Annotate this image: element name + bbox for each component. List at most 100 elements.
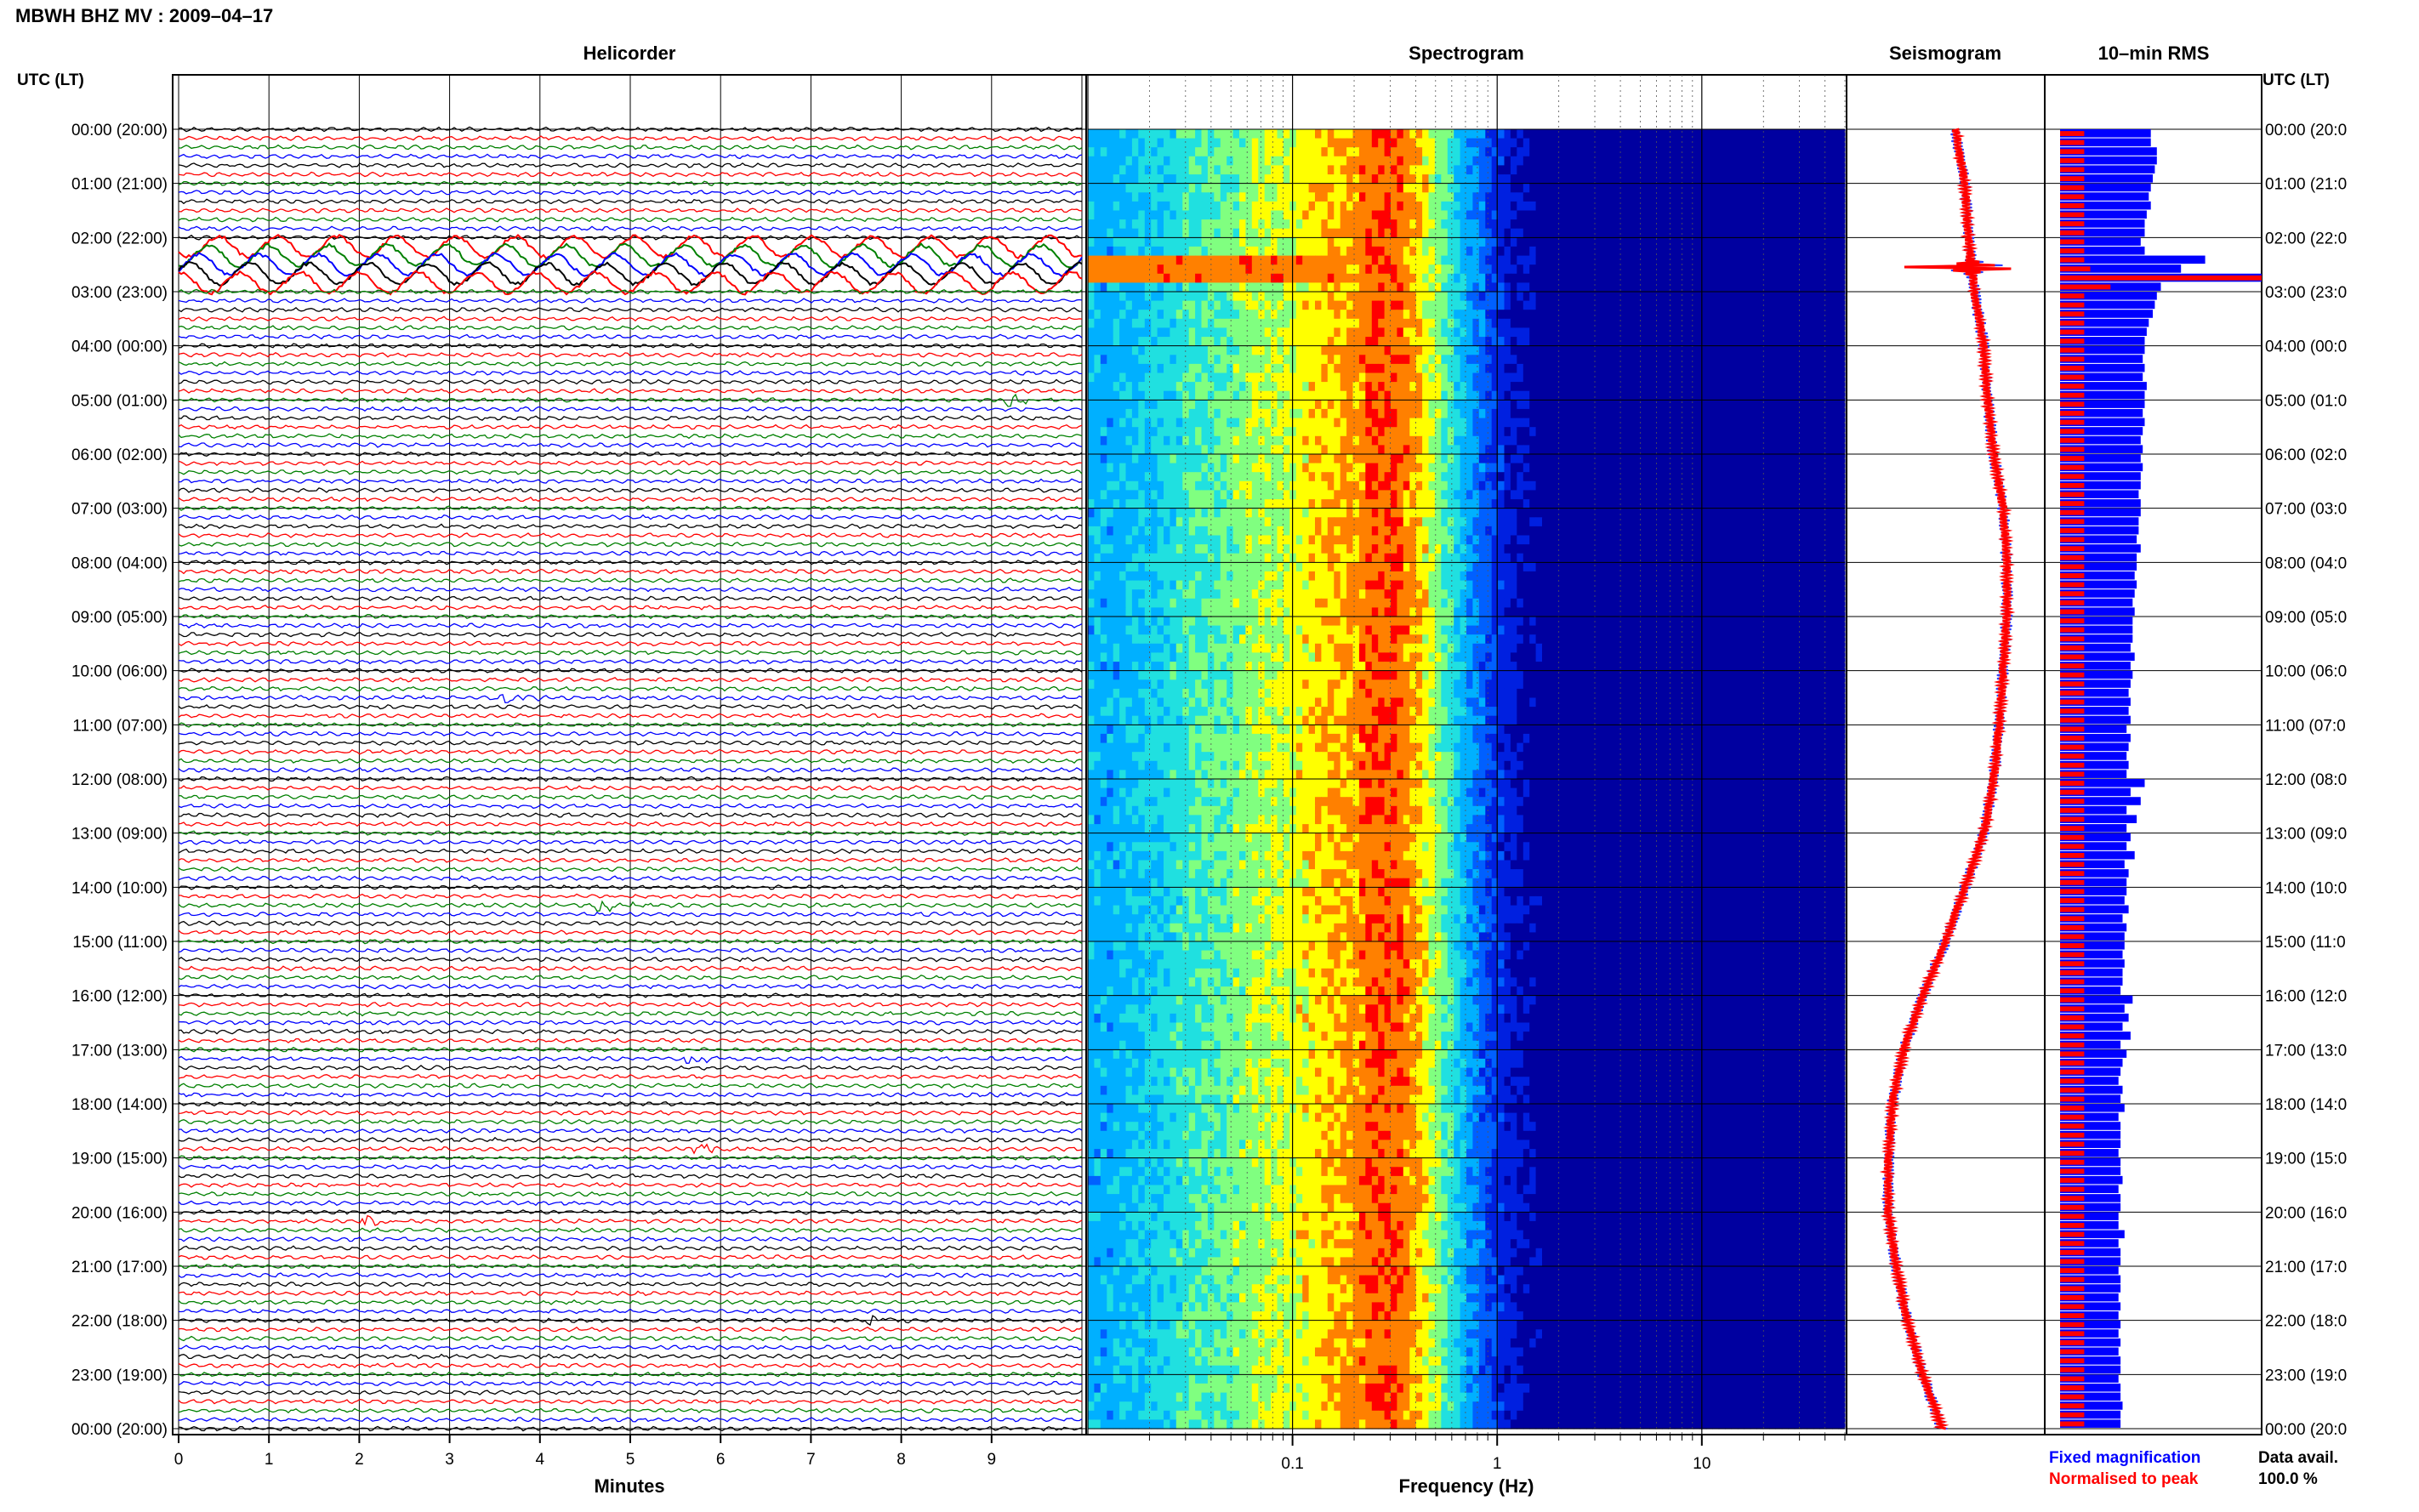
spectrogram-cell (1188, 355, 1196, 365)
spectrogram-cell (1302, 435, 1310, 446)
spectrogram-cell (1611, 427, 1619, 437)
spectrogram-cell (1302, 382, 1310, 392)
spectrogram-cell (1151, 480, 1158, 491)
spectrogram-cell (1378, 345, 1386, 355)
spectrogram-cell (1466, 445, 1473, 455)
spectrogram-cell (1428, 292, 1436, 302)
spectrogram-cell (1144, 363, 1152, 374)
spectrogram-cell (1227, 337, 1234, 347)
spectrogram-cell (1100, 480, 1107, 491)
spectrogram-cell (1681, 363, 1688, 374)
spectrogram-cell (1088, 480, 1095, 491)
spectrogram-cell (1731, 310, 1739, 320)
spectrogram-cell (1725, 237, 1733, 247)
spectrogram-cell (1737, 372, 1745, 383)
spectrogram-cell (1775, 183, 1783, 193)
spectrogram-cell (1725, 183, 1733, 193)
spectrogram-cell (1567, 165, 1574, 175)
spectrogram-cell (1227, 282, 1234, 293)
spectrogram-cell (1712, 355, 1720, 365)
spectrogram-cell (1794, 300, 1801, 310)
spectrogram-cell (1523, 382, 1530, 392)
spectrogram-cell (1510, 147, 1517, 157)
spectrogram-cell (1384, 264, 1392, 275)
spectrogram-cell (1535, 282, 1543, 293)
spectrogram-cell (1428, 337, 1436, 347)
spectrogram-cell (1649, 219, 1657, 230)
spectrogram-cell (1391, 355, 1397, 365)
spectrogram-cell (1125, 390, 1133, 401)
spectrogram-cell (1454, 237, 1461, 247)
spectrogram-cell (1478, 183, 1486, 193)
spectrogram-cell (1125, 337, 1133, 347)
spectrogram-cell (1731, 408, 1739, 419)
spectrogram-cell (1239, 219, 1246, 230)
spectrogram-cell (1592, 337, 1600, 347)
spectrogram-cell (1687, 310, 1694, 320)
spectrogram-cell (1094, 400, 1101, 410)
spectrogram-cell (1365, 192, 1373, 202)
spectrogram-cell (1561, 372, 1568, 383)
spectrogram-cell (1466, 192, 1473, 202)
spectrogram-cell (1283, 264, 1290, 275)
spectrogram-cell (1277, 282, 1284, 293)
spectrogram-cell (1289, 337, 1297, 347)
spectrogram-cell (1245, 337, 1253, 347)
spectrogram-cell (1295, 237, 1303, 247)
spectrogram-cell (1504, 174, 1511, 185)
spectrogram-cell (1636, 138, 1644, 148)
spectrogram-cell (1574, 372, 1581, 383)
spectrogram-cell (1175, 363, 1183, 374)
spectrogram-cell (1454, 183, 1461, 193)
spectrogram-cell (1258, 372, 1266, 383)
spectrogram-cell (1271, 156, 1278, 166)
spectrogram-cell (1548, 282, 1556, 293)
helicorder-trace (178, 1065, 1083, 1071)
spectrogram-cell (1422, 246, 1430, 257)
spectrogram-cell (1107, 210, 1114, 220)
spectrogram-cell (1182, 228, 1190, 238)
spectrogram-cell (1340, 138, 1347, 148)
spectrogram-cell (1517, 156, 1524, 166)
spectrogram-cell (1718, 435, 1726, 446)
spectrogram-cell (1346, 192, 1354, 202)
spectrogram-cell (1466, 355, 1473, 365)
spectrogram-cell (1788, 237, 1796, 247)
helicorder-trace (178, 848, 1083, 855)
spectrogram-cell (1699, 129, 1707, 139)
spectrogram-cell (1542, 201, 1549, 212)
spectrogram-cell (1144, 318, 1152, 328)
spectrogram-cell (1277, 129, 1284, 139)
spectrogram-cell (1725, 174, 1733, 185)
spectrogram-cell (1832, 337, 1840, 347)
spectrogram-cell (1175, 156, 1183, 166)
spectrogram-cell (1636, 292, 1644, 302)
spectrogram-cell (1681, 273, 1688, 283)
spectrogram-cell (1214, 273, 1221, 283)
spectrogram-cell (1712, 156, 1720, 166)
spectrogram-cell (1485, 210, 1493, 220)
spectrogram-cell (1788, 219, 1796, 230)
spectrogram-cell (1131, 237, 1139, 247)
spectrogram-cell (1668, 400, 1676, 410)
spectrogram-cell (1498, 228, 1505, 238)
spectrogram-cell (1277, 228, 1284, 238)
spectrogram-cell (1554, 382, 1562, 392)
spectrogram-cell (1378, 219, 1386, 230)
spectrogram-cell (1807, 372, 1814, 383)
spectrogram-cell (1321, 300, 1329, 310)
spectrogram-cell (1705, 129, 1713, 139)
spectrogram-cell (1277, 201, 1284, 212)
spectrogram-cell (1585, 435, 1593, 446)
spectrogram-cell (1125, 183, 1133, 193)
spectrogram-cell (1819, 345, 1827, 355)
spectrogram-cell (1485, 318, 1493, 328)
spectrogram-cell (1705, 210, 1713, 220)
spectrogram-cell (1175, 382, 1183, 392)
spectrogram-cell (1624, 472, 1631, 482)
spectrogram-cell (1466, 382, 1473, 392)
spectrogram-cell (1517, 237, 1524, 247)
spectrogram-cell (1794, 355, 1801, 365)
spectrogram-cell (1258, 390, 1266, 401)
spectrogram-cell (1750, 318, 1757, 328)
